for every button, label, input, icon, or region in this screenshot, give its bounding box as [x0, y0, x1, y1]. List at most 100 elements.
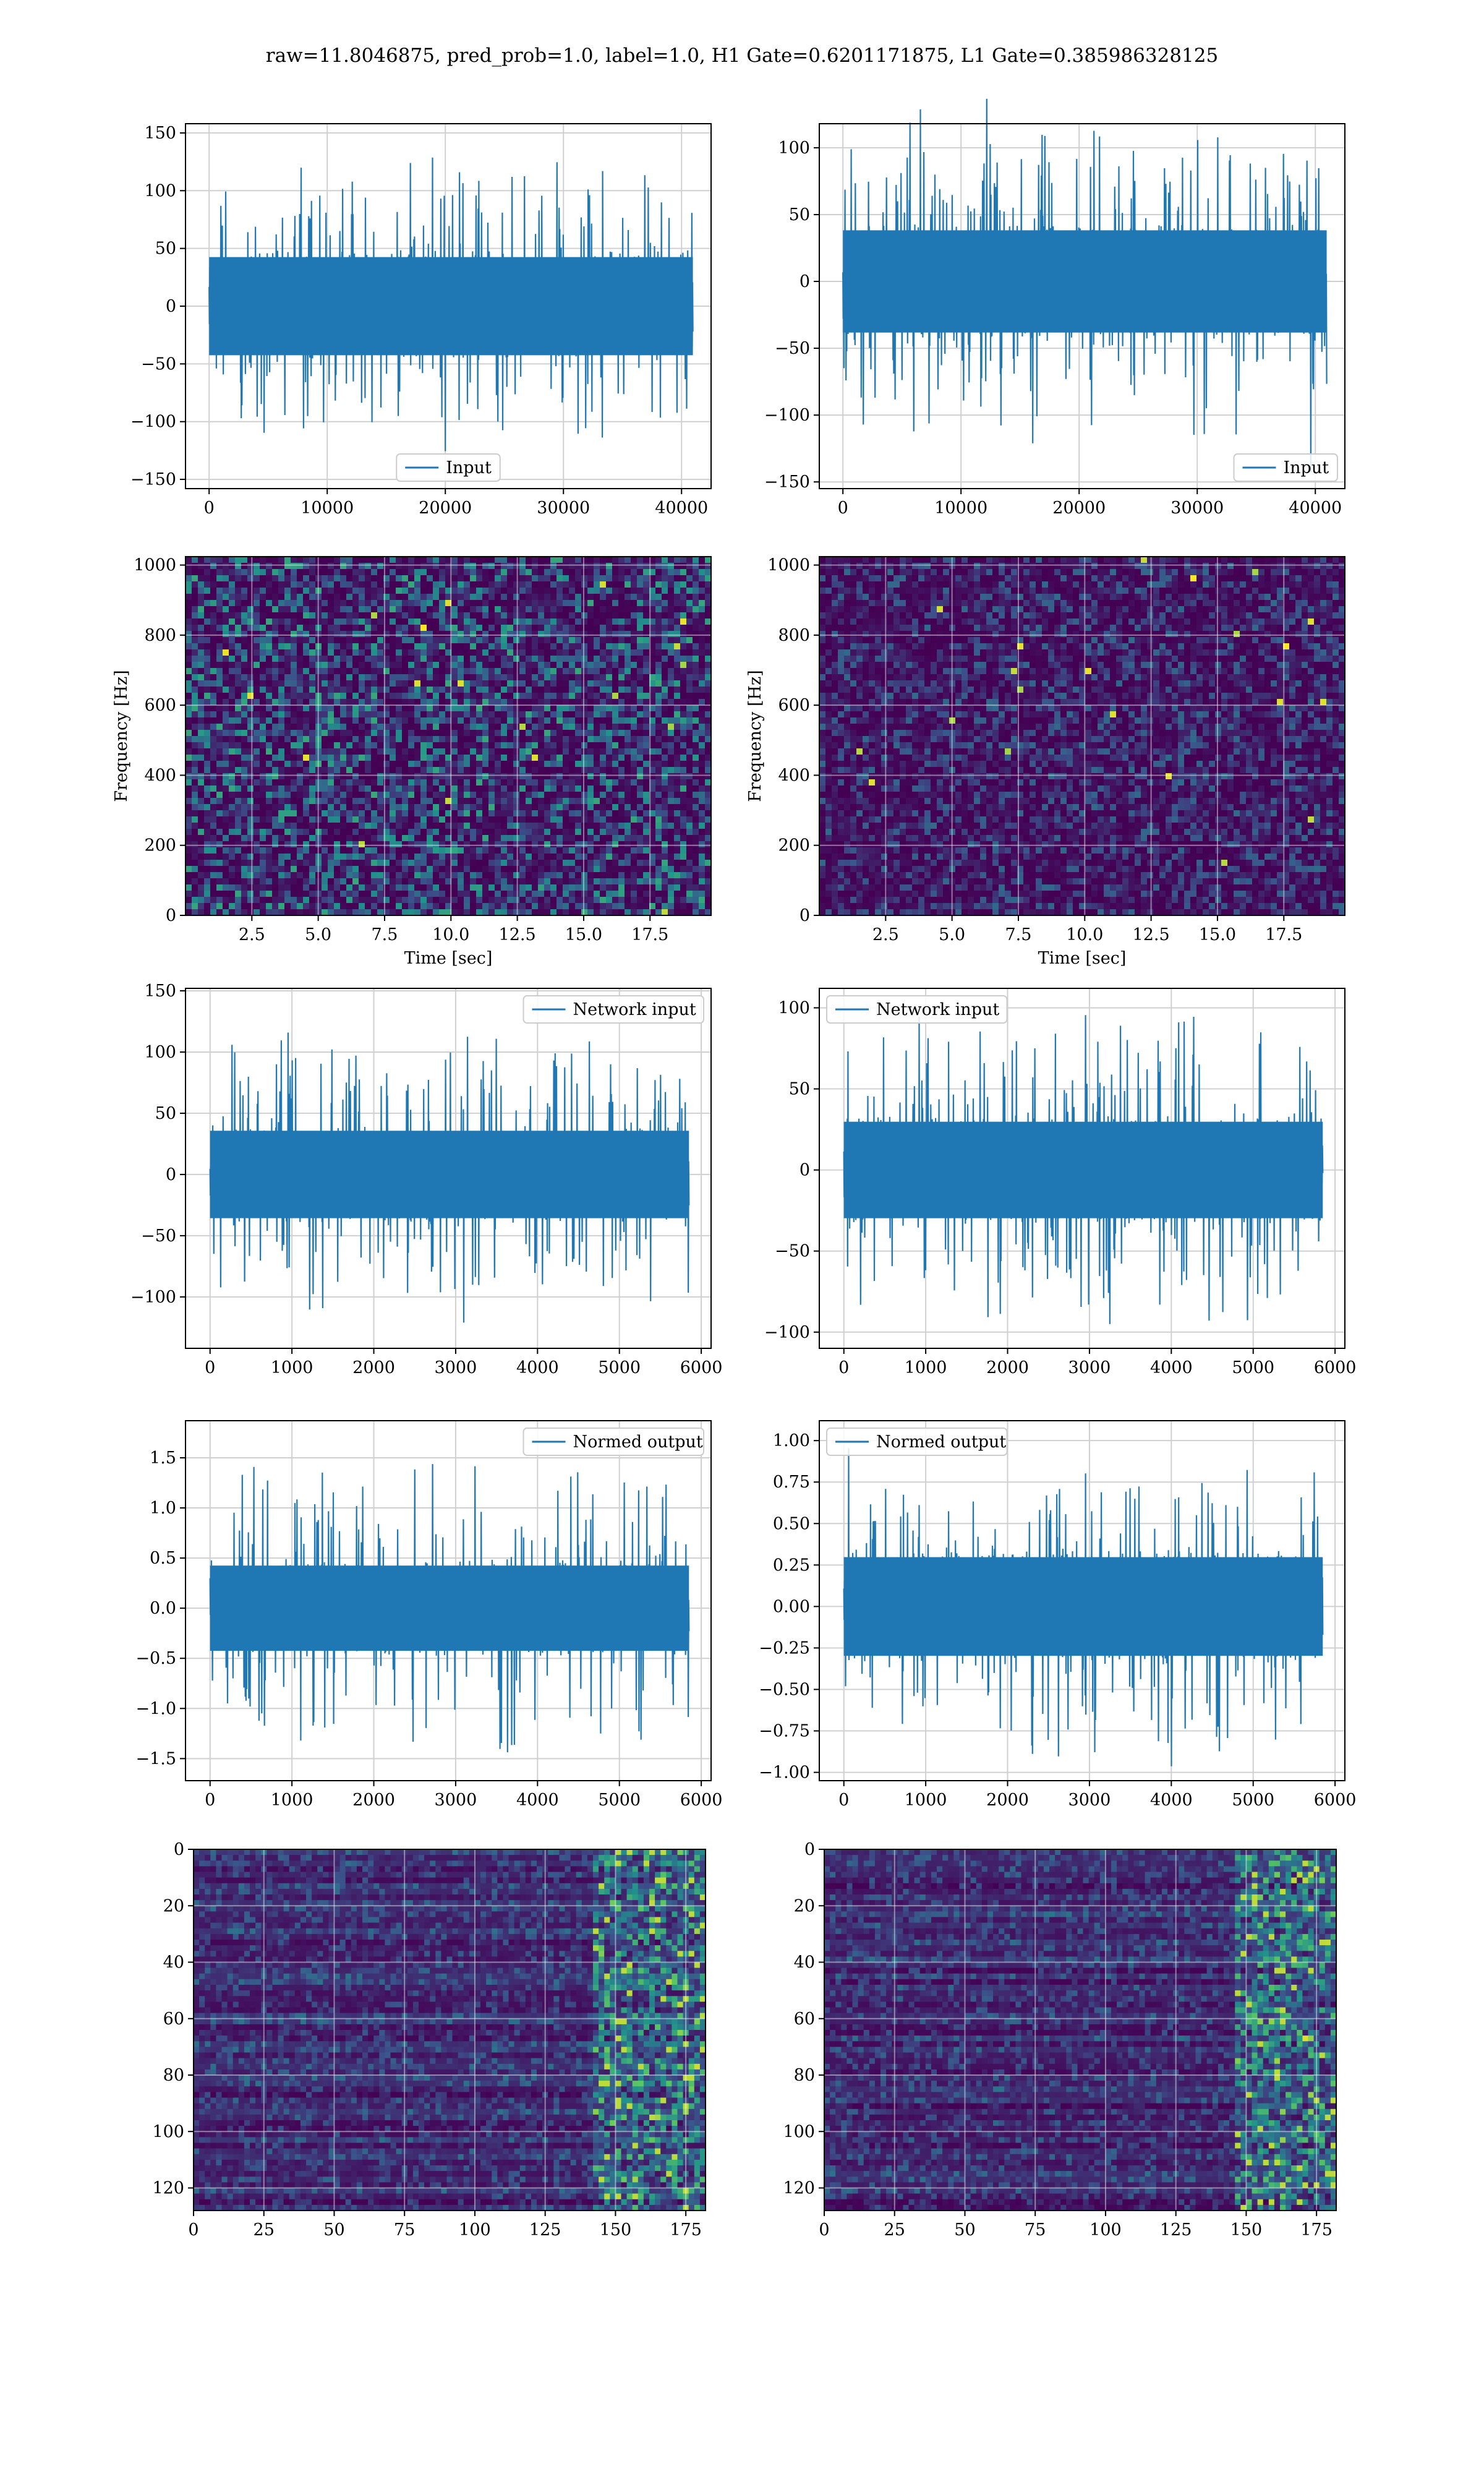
spectrogram-h1-cell — [668, 631, 675, 638]
spectrogram-h1-cell — [303, 687, 310, 693]
spectrogram-h1-cell — [458, 767, 464, 774]
spectrogram-h1-cell — [532, 779, 539, 786]
spectrogram-h1-cell — [377, 742, 384, 749]
spectrogram-h1-cell — [488, 748, 495, 755]
spectrogram-h1-cell — [526, 581, 532, 588]
spectrogram-h1-cell — [204, 711, 211, 718]
spectrogram-h1-cell — [198, 736, 205, 743]
spectrogram-h1-cell — [631, 773, 638, 780]
spectrogram-h1-cell — [346, 891, 353, 897]
spectrogram-h1-cell — [563, 854, 569, 860]
spectrogram-h1-cell — [260, 563, 267, 570]
spectrogram-h1-cell — [371, 643, 378, 650]
spectrogram-h1-cell — [482, 785, 489, 792]
spectrogram-h1-cell — [346, 693, 353, 700]
spectrogram-h1-cell — [699, 649, 706, 656]
spectrogram-h1-cell — [235, 785, 242, 792]
spectrogram-h1-cell — [519, 785, 526, 792]
spectrogram-h1-cell — [192, 829, 198, 836]
spectrogram-h1-cell — [600, 680, 607, 687]
spectrogram-h1-cell — [408, 866, 415, 873]
spectrogram-h1-cell — [433, 736, 440, 743]
spectrogram-h1-cell — [371, 872, 378, 879]
spectrogram-h1-cell — [371, 674, 378, 681]
spectrogram-h1-cell — [686, 748, 693, 755]
spectrogram-h1-cell — [594, 643, 600, 650]
spectrogram-h1-cell — [223, 656, 229, 662]
spectrogram-h1-cell — [606, 569, 613, 576]
spectrogram-h1-cell — [513, 563, 520, 570]
spectrogram-h1-cell — [507, 656, 514, 662]
spectrogram-h1-cell — [563, 792, 569, 798]
spectrogram-h1-cell — [488, 878, 495, 885]
spectrogram-h1-cell — [612, 767, 619, 774]
spectrogram-h1-cell — [396, 674, 403, 681]
spectrogram-h1-cell — [427, 742, 433, 749]
spectrogram-h1-cell — [346, 631, 353, 638]
spectrogram-h1-cell — [495, 798, 501, 805]
spectrogram-h1-cell — [309, 816, 316, 823]
spectrogram-h1-cell — [334, 748, 341, 755]
spectrogram-h1-cell — [408, 600, 415, 607]
spectrogram-h1-cell — [377, 748, 384, 755]
spectrogram-h1-cell — [284, 569, 291, 576]
spectrogram-h1-cell — [612, 841, 619, 848]
spectrogram-h1-cell — [420, 687, 427, 693]
spectrogram-h1-cell — [229, 717, 236, 724]
spectrogram-h1-cell — [352, 705, 359, 712]
spectrogram-h1-cell — [655, 785, 662, 792]
spectrogram-h1-cell — [433, 594, 440, 601]
spectrogram-h1-cell — [408, 816, 415, 823]
spectrogram-h1-cell — [186, 835, 192, 842]
spectrogram-h1-cell — [699, 829, 706, 836]
spectrogram-h1-cell — [458, 643, 464, 650]
spectrogram-h1-cell — [433, 606, 440, 613]
spectrogram-h1-cell — [686, 730, 693, 737]
spectrogram-h1-cell — [328, 575, 335, 582]
spectrogram-h1-cell — [600, 705, 607, 712]
spectrogram-h1-cell — [365, 711, 372, 718]
spectrogram-h1-cell — [488, 891, 495, 897]
spectrogram-h1-cell — [365, 823, 372, 829]
spectrogram-h1-cell — [186, 773, 192, 780]
spectrogram-h1-cell — [216, 581, 223, 588]
spectrogram-h1-cell — [563, 643, 569, 650]
spectrogram-h1-cell — [334, 866, 341, 873]
spectrogram-h1-cell — [686, 823, 693, 829]
spectrogram-h1-cell — [352, 588, 359, 594]
spectrogram-h1-cell — [501, 600, 508, 607]
input-l1-legend: Input — [1234, 454, 1338, 481]
spectrogram-h1-cell — [260, 705, 267, 712]
input-h1-xtick-label: 30000 — [537, 499, 590, 518]
spectrogram-h1-cell — [297, 581, 304, 588]
spectrogram-h1-cell — [507, 785, 514, 792]
spectrogram-h1-cell — [513, 606, 520, 613]
spectrogram-h1-cell — [550, 563, 557, 570]
spectrogram-h1-cell — [340, 717, 347, 724]
spectrogram-h1-cell — [575, 854, 582, 860]
spectrogram-h1-cell — [210, 594, 217, 601]
spectrogram-h1-cell — [600, 804, 607, 811]
spectrogram-h1-cell — [223, 649, 229, 656]
spectrogram-h1-cell — [359, 581, 365, 588]
spectrogram-h1-cell — [192, 557, 198, 563]
spectrogram-h1-cell — [414, 687, 421, 693]
spectrogram-h1-cell — [699, 779, 706, 786]
spectrogram-h1-cell — [513, 724, 520, 730]
spectrogram-h1-cell — [272, 884, 279, 891]
spectrogram-h1-cell — [210, 767, 217, 774]
spectrogram-h1-cell — [340, 755, 347, 761]
spectrogram-h1-cell — [266, 575, 273, 582]
spectrogram-h1-cell — [495, 618, 501, 625]
spectrogram-h1-cell — [538, 693, 545, 700]
spectrogram-h1-cell — [377, 724, 384, 730]
spectrogram-h1-cell — [488, 594, 495, 601]
spectrogram-h1-cell — [390, 637, 396, 644]
spectrogram-h1-cell — [476, 705, 483, 712]
spectrogram-h1-cell — [482, 643, 489, 650]
input-l1-ytick-label: 100 — [778, 139, 810, 158]
spectrogram-h1-cell — [439, 773, 446, 780]
spectrogram-h1-cell — [420, 674, 427, 681]
spectrogram-h1-cell — [693, 705, 699, 712]
spectrogram-h1-cell — [272, 699, 279, 706]
